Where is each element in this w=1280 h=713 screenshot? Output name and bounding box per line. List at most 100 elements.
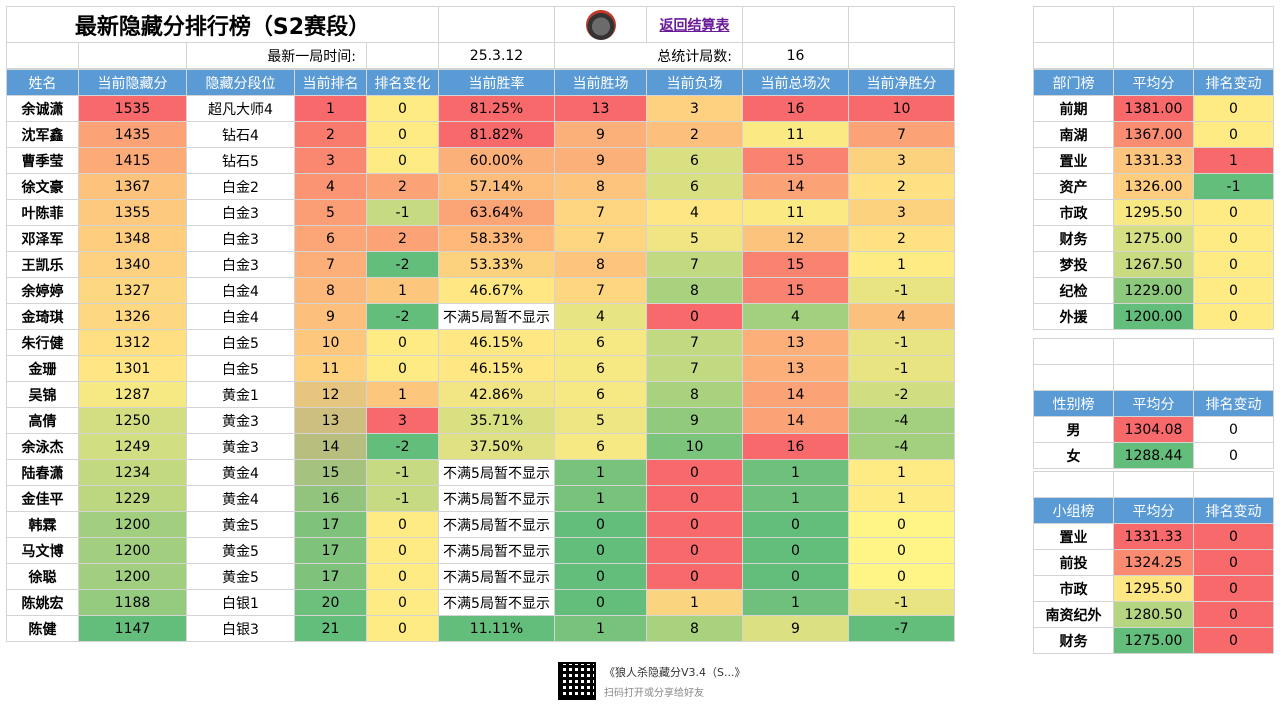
value-cell: 7	[554, 199, 647, 226]
value-cell: 46.15%	[438, 355, 555, 382]
value-cell: 1287	[78, 381, 187, 408]
value-cell: 3	[848, 147, 955, 174]
name-cell: 余泳杰	[6, 433, 79, 460]
value-cell: 14	[742, 407, 849, 434]
main-table-col-header: 当前总场次	[742, 69, 849, 96]
value-cell: 1	[848, 485, 955, 512]
gender-table: 性别榜 平均分 排名变动 男 1304.08 0 女 1288.44 0	[1033, 390, 1274, 469]
value-cell: 黄金3	[186, 407, 295, 434]
value-cell: 58.33%	[438, 225, 555, 252]
value-cell: 11.11%	[438, 615, 555, 642]
value-cell: 1267.50	[1113, 251, 1194, 278]
value-cell: 白银3	[186, 615, 295, 642]
value-cell: 20	[294, 589, 367, 616]
logo-cell	[438, 6, 555, 43]
total-games-value: 16	[742, 42, 849, 69]
value-cell: 黄金5	[186, 563, 295, 590]
value-cell: 1	[554, 459, 647, 486]
value-cell: 1200.00	[1113, 303, 1194, 330]
back-to-settlement-link[interactable]: 返回结算表	[659, 17, 730, 34]
back-link-cell[interactable]: 返回结算表	[646, 6, 743, 43]
value-cell: 不满5局暂不显示	[438, 511, 555, 538]
value-cell: 1250	[78, 407, 187, 434]
value-cell: 35.71%	[438, 407, 555, 434]
value-cell: 0	[1193, 251, 1274, 278]
value-cell: 42.86%	[438, 381, 555, 408]
value-cell: 0	[554, 511, 647, 538]
blank-rows	[1033, 338, 1274, 391]
table-row: 外援 1200.00 0	[1033, 303, 1274, 330]
dept-table-col-header: 部门榜	[1033, 69, 1114, 96]
value-cell: 不满5局暂不显示	[438, 537, 555, 564]
value-cell: -4	[848, 433, 955, 460]
value-cell: 0	[1193, 627, 1274, 654]
value-cell: 13	[742, 329, 849, 356]
table-row: 金琦琪 1326 白金4 9 -2 不满5局暂不显示 4 0 4 4	[6, 303, 955, 330]
value-cell: 1280.50	[1113, 601, 1194, 628]
value-cell: 白银1	[186, 589, 295, 616]
value-cell: 1327	[78, 277, 187, 304]
value-cell: 1326.00	[1113, 173, 1194, 200]
main-table-col-header: 隐藏分段位	[186, 69, 295, 96]
value-cell: 1200	[78, 563, 187, 590]
value-cell: 1295.50	[1113, 199, 1194, 226]
name-cell: 市政	[1033, 199, 1114, 226]
table-row: 曹季莹 1415 钻石5 3 0 60.00% 9 6 15 3	[6, 147, 955, 174]
value-cell: 9	[554, 147, 647, 174]
value-cell: 7	[294, 251, 367, 278]
page-title-cell: 最新隐藏分排行榜（S2赛段）	[6, 6, 439, 43]
value-cell: 3	[294, 147, 367, 174]
share-footer[interactable]: 《狼人杀隐藏分V3.4（S...》 扫码打开或分享给好友	[558, 662, 746, 700]
name-cell: 沈军鑫	[6, 121, 79, 148]
value-cell: 黄金5	[186, 537, 295, 564]
gender-table-col-header: 排名变动	[1193, 390, 1274, 417]
value-cell: 1295.50	[1113, 575, 1194, 602]
value-cell: 63.64%	[438, 199, 555, 226]
value-cell: 0	[366, 95, 439, 122]
value-cell: -1	[848, 329, 955, 356]
main-table-col-header: 当前排名	[294, 69, 367, 96]
table-row: 女 1288.44 0	[1033, 442, 1274, 469]
value-cell: 6	[554, 355, 647, 382]
value-cell: 46.15%	[438, 329, 555, 356]
value-cell: 0	[366, 511, 439, 538]
value-cell: 11	[742, 199, 849, 226]
value-cell: 11	[294, 355, 367, 382]
value-cell: 0	[366, 615, 439, 642]
value-cell: 1	[742, 459, 849, 486]
value-cell: 1275.00	[1113, 225, 1194, 252]
value-cell: 白金5	[186, 355, 295, 382]
value-cell: 15	[742, 277, 849, 304]
side-blank-top	[1033, 6, 1274, 69]
value-cell: 9	[294, 303, 367, 330]
name-cell: 邓泽军	[6, 225, 79, 252]
name-cell: 高倩	[6, 407, 79, 434]
value-cell: -1	[366, 459, 439, 486]
value-cell: 14	[742, 173, 849, 200]
table-row: 陆春潇 1234 黄金4 15 -1 不满5局暂不显示 1 0 1 1	[6, 459, 955, 486]
value-cell: -1	[848, 277, 955, 304]
value-cell: 1367	[78, 173, 187, 200]
table-row: 高倩 1250 黄金3 13 3 35.71% 5 9 14 -4	[6, 407, 955, 434]
page-title: 最新隐藏分排行榜（S2赛段）	[74, 14, 371, 40]
value-cell: 6	[646, 173, 743, 200]
group-table-col-header: 小组榜	[1033, 497, 1114, 524]
main-table-col-header: 当前胜率	[438, 69, 555, 96]
value-cell: 46.67%	[438, 277, 555, 304]
value-cell: 0	[1193, 442, 1274, 469]
value-cell: 7	[646, 251, 743, 278]
total-games-label: 总统计局数:	[554, 42, 743, 69]
name-cell: 男	[1033, 416, 1114, 443]
value-cell: 1	[366, 277, 439, 304]
value-cell: 8	[294, 277, 367, 304]
value-cell: 10	[294, 329, 367, 356]
table-row: 陈健 1147 白银3 21 0 11.11% 1 8 9 -7	[6, 615, 955, 642]
value-cell: 3	[848, 199, 955, 226]
table-row: 邓泽军 1348 白金3 6 2 58.33% 7 5 12 2	[6, 225, 955, 252]
value-cell: 7	[554, 225, 647, 252]
value-cell: 白金5	[186, 329, 295, 356]
value-cell: 0	[646, 563, 743, 590]
value-cell: 0	[848, 563, 955, 590]
qr-code-icon[interactable]	[558, 662, 596, 700]
ranking-table-header: 姓名 当前隐藏分 隐藏分段位 当前排名 排名变化 当前胜率 当前胜场 当前负场 当前总场次 当前净…	[6, 69, 955, 96]
